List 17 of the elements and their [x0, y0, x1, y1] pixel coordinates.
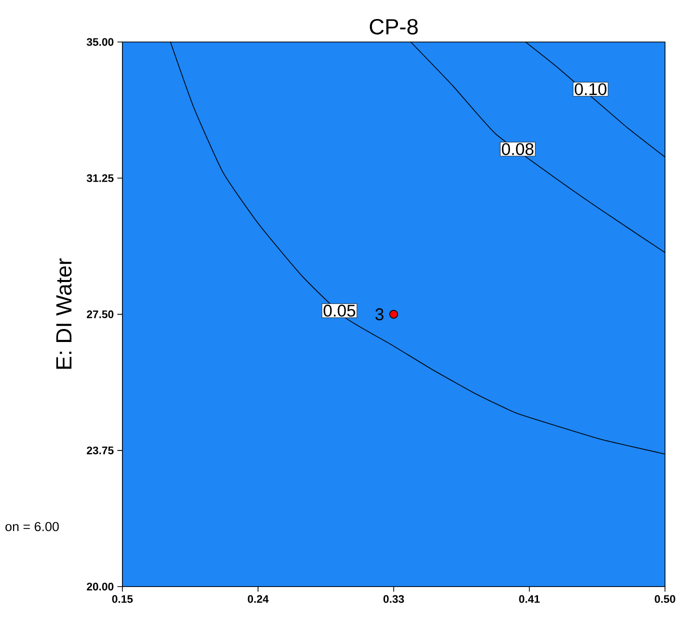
y-tick-label: 31.25 [86, 174, 114, 182]
y-tick-label: 27.50 [86, 310, 114, 318]
x-tick-label: 0.15 [112, 595, 133, 603]
annotation: 3 [375, 308, 384, 320]
y-tick-label: 20.00 [86, 582, 114, 590]
x-tick-label: 0.41 [519, 595, 540, 603]
annotation: 0.05 [324, 304, 356, 317]
text: on = 6.00 [5, 522, 59, 532]
x-tick-label: 0.24 [248, 595, 269, 603]
x-tick-label: 0.50 [654, 595, 676, 603]
chart-title: CP-8 [370, 18, 418, 35]
y-tick-label: 23.75 [86, 446, 114, 454]
y-tick-label: 35.00 [86, 38, 114, 46]
y-axis-title: E: DI Water [56, 258, 72, 369]
x-tick-label: 0.33 [383, 595, 404, 603]
annotation: 0.10 [574, 83, 606, 96]
annotation: 0.08 [502, 143, 534, 156]
